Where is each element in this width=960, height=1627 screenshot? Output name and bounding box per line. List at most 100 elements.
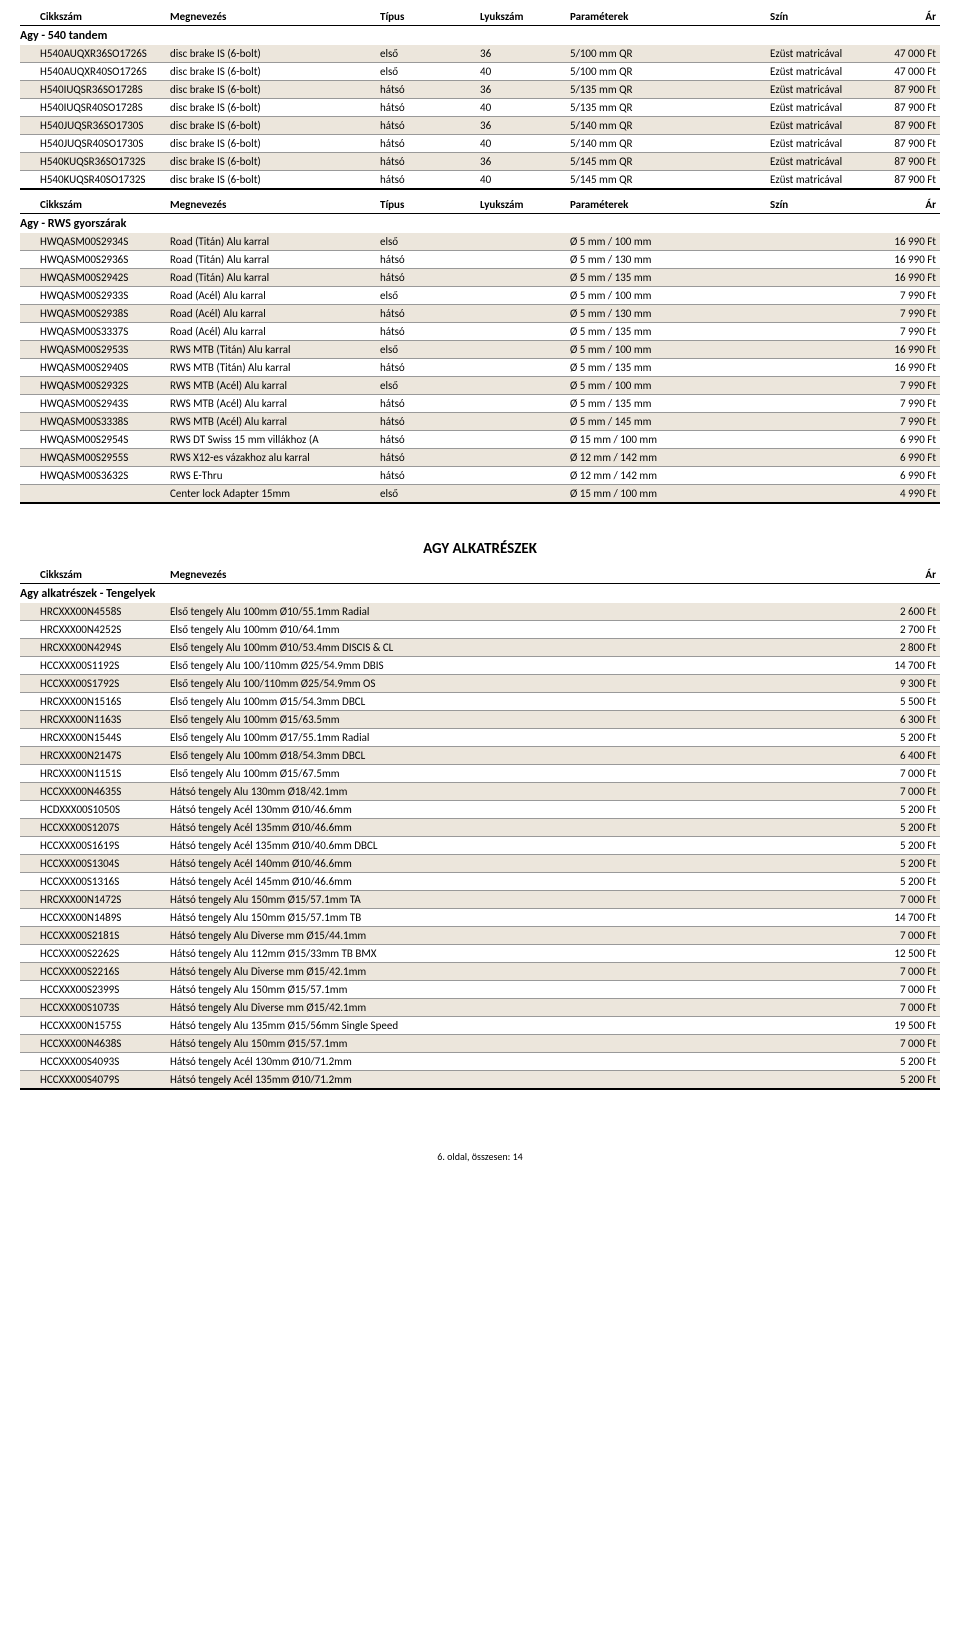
cell-megnevezes: RWS MTB (Acél) Alu karral: [170, 397, 380, 410]
table-row: H540AUQXR40SO1726Sdisc brake IS (6-bolt)…: [20, 63, 940, 81]
cell-szin: [770, 433, 870, 446]
cell-cikkszam: HRCXXX00N2147S: [20, 749, 170, 762]
cell-megnevezes: Első tengely Alu 100mm Ø15/63.5mm: [170, 713, 860, 726]
cell-ar: 7 000 Ft: [860, 1001, 940, 1014]
cell-megnevezes: Hátsó tengely Alu 150mm Ø15/57.1mm TB: [170, 911, 860, 924]
cell-megnevezes: Center lock Adapter 15mm: [170, 487, 380, 500]
cell-cikkszam: HWQASM00S2934S: [20, 235, 170, 248]
cell-lyukszam: [480, 307, 570, 320]
cell-tipus: hátsó: [380, 361, 480, 374]
table-row: HRCXXX00N1151SElső tengely Alu 100mm Ø15…: [20, 765, 940, 783]
table-row: H540JUQSR40SO1730Sdisc brake IS (6-bolt)…: [20, 135, 940, 153]
cell-ar: 5 200 Ft: [860, 875, 940, 888]
table-row: HRCXXX00N1516SElső tengely Alu 100mm Ø15…: [20, 693, 940, 711]
table-row: HCCXXX00S1619SHátsó tengely Acél 135mm Ø…: [20, 837, 940, 855]
cell-lyukszam: [480, 469, 570, 482]
cell-parameterek: Ø 5 mm / 135 mm: [570, 271, 770, 284]
col-szin: Szín: [770, 10, 870, 23]
cell-cikkszam: HRCXXX00N1544S: [20, 731, 170, 744]
cell-cikkszam: HRCXXX00N1472S: [20, 893, 170, 906]
cell-megnevezes: disc brake IS (6-bolt): [170, 137, 380, 150]
cell-megnevezes: Első tengely Alu 100mm Ø15/54.3mm DBCL: [170, 695, 860, 708]
cell-tipus: hátsó: [380, 433, 480, 446]
cell-tipus: első: [380, 289, 480, 302]
cell-cikkszam: [20, 487, 170, 500]
cell-megnevezes: disc brake IS (6-bolt): [170, 119, 380, 132]
cell-ar: 6 400 Ft: [860, 749, 940, 762]
header-row-3: Cikkszám Megnevezés Ár: [20, 566, 940, 584]
page-footer: 6. oldal, összesen: 14: [20, 1150, 940, 1163]
cell-megnevezes: RWS X12-es vázakhoz alu karral: [170, 451, 380, 464]
cell-szin: Ezüst matricával: [770, 101, 870, 114]
cell-cikkszam: HWQASM00S2940S: [20, 361, 170, 374]
cell-megnevezes: Hátsó tengely Alu 112mm Ø15/33mm TB BMX: [170, 947, 860, 960]
header-row-2: Cikkszám Megnevezés Típus Lyukszám Param…: [20, 196, 940, 214]
cell-cikkszam: H540JUQSR40SO1730S: [20, 137, 170, 150]
cell-szin: [770, 343, 870, 356]
cell-ar: 7 990 Ft: [870, 289, 940, 302]
cell-megnevezes: Road (Titán) Alu karral: [170, 271, 380, 284]
table-row: HCCXXX00S1207SHátsó tengely Acél 135mm Ø…: [20, 819, 940, 837]
cell-ar: 6 990 Ft: [870, 469, 940, 482]
cell-cikkszam: HWQASM00S3338S: [20, 415, 170, 428]
cell-cikkszam: HCCXXX00S4079S: [20, 1073, 170, 1086]
cell-ar: 16 990 Ft: [870, 271, 940, 284]
cell-megnevezes: Road (Acél) Alu karral: [170, 325, 380, 338]
cell-lyukszam: [480, 271, 570, 284]
table-row: HCCXXX00S1792SElső tengely Alu 100/110mm…: [20, 675, 940, 693]
table-row: HCCXXX00S1316SHátsó tengely Acél 145mm Ø…: [20, 873, 940, 891]
table-row: HRCXXX00N1544SElső tengely Alu 100mm Ø17…: [20, 729, 940, 747]
col-tipus: Típus: [380, 10, 480, 23]
cell-tipus: hátsó: [380, 137, 480, 150]
cell-cikkszam: HCCXXX00S2399S: [20, 983, 170, 996]
table-row: HCCXXX00S2216SHátsó tengely Alu Diverse …: [20, 963, 940, 981]
cell-cikkszam: HCCXXX00S4093S: [20, 1055, 170, 1068]
cell-lyukszam: [480, 451, 570, 464]
cell-szin: Ezüst matricával: [770, 173, 870, 186]
cell-cikkszam: H540IUQSR36SO1728S: [20, 83, 170, 96]
cell-lyukszam: [480, 361, 570, 374]
cell-cikkszam: H540KUQSR36SO1732S: [20, 155, 170, 168]
cell-megnevezes: Hátsó tengely Acél 130mm Ø10/71.2mm: [170, 1055, 860, 1068]
cell-parameterek: 5/100 mm QR: [570, 65, 770, 78]
cell-szin: [770, 415, 870, 428]
cell-ar: 7 000 Ft: [860, 767, 940, 780]
table-row: HCCXXX00S1073SHátsó tengely Alu Diverse …: [20, 999, 940, 1017]
cell-cikkszam: HRCXXX00N1516S: [20, 695, 170, 708]
cell-parameterek: Ø 5 mm / 100 mm: [570, 379, 770, 392]
table-row: HCCXXX00N1575SHátsó tengely Alu 135mm Ø1…: [20, 1017, 940, 1035]
table-row: H540JUQSR36SO1730Sdisc brake IS (6-bolt)…: [20, 117, 940, 135]
cell-cikkszam: HCCXXX00S2262S: [20, 947, 170, 960]
cell-ar: 14 700 Ft: [860, 911, 940, 924]
cell-cikkszam: HWQASM00S2943S: [20, 397, 170, 410]
table-row: HRCXXX00N2147SElső tengely Alu 100mm Ø18…: [20, 747, 940, 765]
cell-tipus: hátsó: [380, 155, 480, 168]
cell-lyukszam: 36: [480, 47, 570, 60]
cell-parameterek: Ø 5 mm / 100 mm: [570, 289, 770, 302]
table-row: Center lock Adapter 15mmelsőØ 15 mm / 10…: [20, 485, 940, 504]
cell-tipus: első: [380, 65, 480, 78]
cell-lyukszam: [480, 235, 570, 248]
cell-szin: [770, 289, 870, 302]
table-row: HWQASM00S2938SRoad (Acél) Alu karralháts…: [20, 305, 940, 323]
cell-ar: 7 990 Ft: [870, 379, 940, 392]
cell-szin: [770, 325, 870, 338]
cell-megnevezes: RWS E-Thru: [170, 469, 380, 482]
cell-ar: 6 990 Ft: [870, 451, 940, 464]
cell-megnevezes: Hátsó tengely Acél 135mm Ø10/71.2mm: [170, 1073, 860, 1086]
col-szin: Szín: [770, 198, 870, 211]
cell-ar: 7 990 Ft: [870, 325, 940, 338]
cell-parameterek: 5/140 mm QR: [570, 119, 770, 132]
table-row: HRCXXX00N4252SElső tengely Alu 100mm Ø10…: [20, 621, 940, 639]
cell-megnevezes: Hátsó tengely Alu Diverse mm Ø15/42.1mm: [170, 965, 860, 978]
cell-ar: 5 200 Ft: [860, 731, 940, 744]
cell-lyukszam: [480, 433, 570, 446]
col-ar: Ár: [860, 568, 940, 581]
cell-szin: Ezüst matricával: [770, 155, 870, 168]
cell-megnevezes: Első tengely Alu 100mm Ø10/53.4mm DISCIS…: [170, 641, 860, 654]
cell-megnevezes: RWS MTB (Titán) Alu karral: [170, 343, 380, 356]
cell-parameterek: Ø 5 mm / 135 mm: [570, 397, 770, 410]
col-lyukszam: Lyukszám: [480, 198, 570, 211]
cell-cikkszam: H540IUQSR40SO1728S: [20, 101, 170, 114]
cell-ar: 5 500 Ft: [860, 695, 940, 708]
